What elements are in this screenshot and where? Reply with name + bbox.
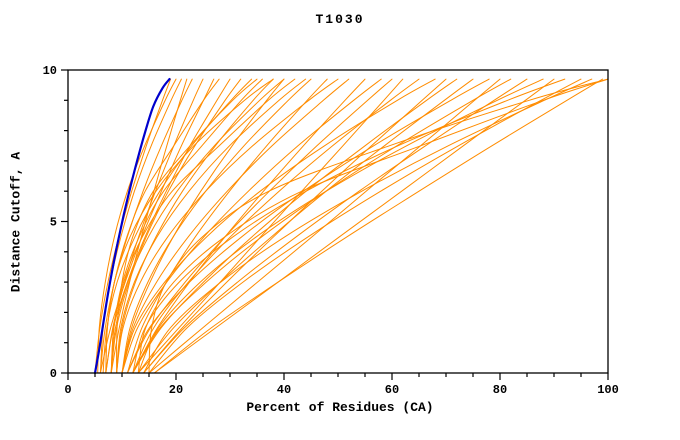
series-model-43 [105,78,220,374]
y-tick-label: 5 [50,216,57,230]
series-model-13 [110,78,285,374]
series-model-24 [137,78,404,374]
series-model-28 [132,78,458,374]
series-model-40 [137,78,609,374]
series-model-34 [137,78,544,374]
series-model-36 [132,78,566,374]
series-model-20 [121,78,350,374]
series-model-27 [143,78,447,374]
x-tick-label: 20 [169,383,183,397]
series-model-03 [97,78,177,374]
series-model-21 [132,78,366,374]
series-model-22 [121,78,382,374]
series-model-35 [153,78,555,374]
series-model-23 [126,78,393,374]
series-model-12 [116,78,274,374]
y-tick-label: 10 [43,64,57,78]
series-model-38 [143,78,593,374]
series-model-31 [148,78,501,374]
series-model-30 [126,78,490,374]
x-axis-label: Percent of Residues (CA) [246,400,434,415]
x-tick-label: 40 [277,383,291,397]
series-model-41 [148,78,609,374]
series-model-16 [116,78,307,374]
x-tick-label: 80 [493,383,507,397]
series-best-model-curve [93,78,171,375]
series-model-44 [110,78,188,374]
series-model-29 [137,78,474,374]
series-model-15 [110,78,296,374]
chart-title: T1030 [315,12,365,27]
series-model-25 [132,78,420,374]
series-model-39 [153,78,604,374]
series-model-17 [121,78,312,374]
x-tick-label: 0 [64,383,71,397]
series-model-19 [116,78,339,374]
x-tick-label: 60 [385,383,399,397]
series-model-32 [132,78,512,374]
y-axis-label: Distance Cutoff, A [8,151,24,293]
y-tick-label: 0 [50,367,57,381]
series-model-42 [116,78,258,374]
x-tick-label: 100 [597,383,619,397]
series-model-07 [105,78,231,374]
